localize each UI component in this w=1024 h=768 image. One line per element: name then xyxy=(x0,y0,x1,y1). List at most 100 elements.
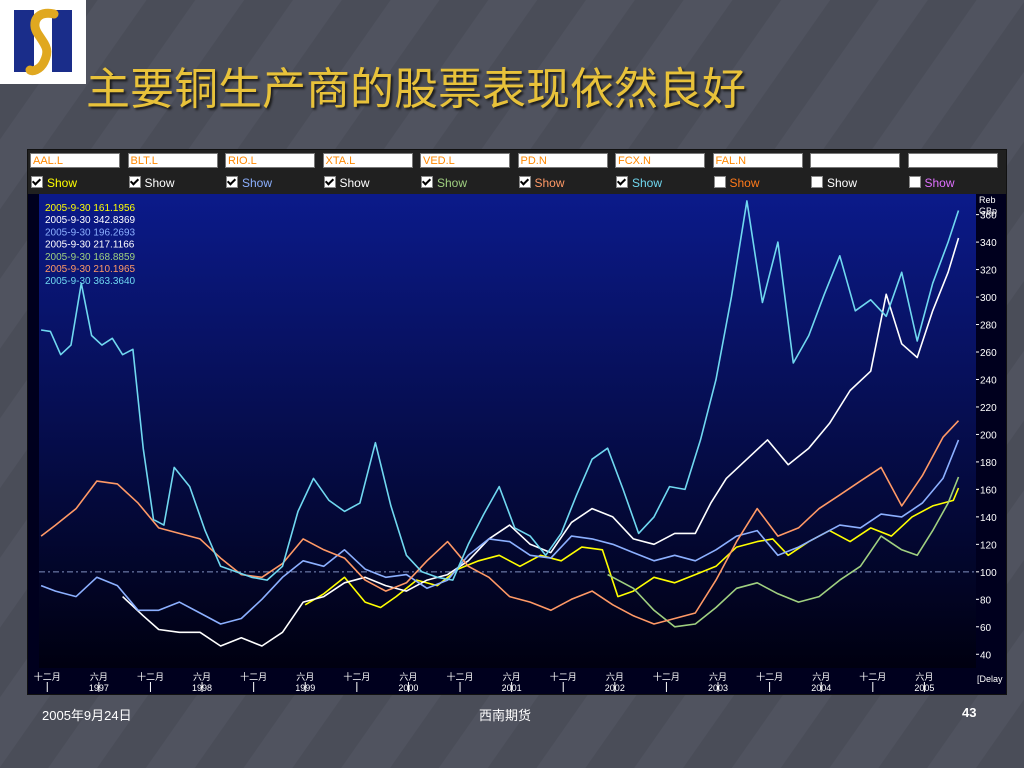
chart-panel: AAL.L Show BLT.L Show RIO.L Show XTA.L Show VED.… xyxy=(27,149,1007,695)
x-tick-label: 十二月 xyxy=(343,671,370,683)
show-checkbox[interactable] xyxy=(518,176,531,188)
show-label: Show xyxy=(534,176,565,190)
ticker-input-7[interactable]: FCX.N xyxy=(615,153,705,168)
ticker-input-6[interactable]: PD.N xyxy=(517,153,608,168)
show-toggle-10[interactable]: Show xyxy=(908,175,955,191)
x-tick-label: 六月 xyxy=(296,671,314,683)
series-line-2 xyxy=(122,237,960,647)
show-checkbox[interactable] xyxy=(323,176,336,188)
ticker-input-9[interactable] xyxy=(810,153,900,168)
y-tick-label: 120 xyxy=(980,540,997,551)
show-toggle-1[interactable]: Show xyxy=(31,175,77,191)
show-toggle-4[interactable]: Show xyxy=(323,175,370,191)
show-label: Show xyxy=(47,176,78,190)
show-checkbox[interactable] xyxy=(616,176,628,188)
x-tick-label: 六月 xyxy=(90,671,108,683)
y-tick-label: 320 xyxy=(980,266,997,277)
x-tick-label: 六月 xyxy=(399,671,417,683)
show-label: Show xyxy=(632,176,663,190)
x-tick-label: 六月 xyxy=(606,671,624,683)
ticker-input-4[interactable]: XTA.L xyxy=(322,153,413,168)
show-checkbox[interactable] xyxy=(811,176,823,188)
company-logo xyxy=(0,0,86,84)
x-tick-label: 十二月 xyxy=(859,671,886,683)
y-tick-label: 60 xyxy=(980,623,992,634)
y-tick-label: 220 xyxy=(980,403,997,414)
slide-title: 主要铜生产商的股票表现依然良好 xyxy=(86,64,746,115)
ticker-input-2[interactable]: BLT.L xyxy=(127,153,218,168)
show-toggle-7[interactable]: Show xyxy=(616,175,662,191)
legend-entry-7: 2005-9-30 363.3640 xyxy=(45,276,136,287)
x-tick-label: 六月 xyxy=(915,671,933,683)
footer-center-text: 西南期货 xyxy=(479,708,532,723)
show-checkbox[interactable] xyxy=(128,176,141,188)
show-label: Show xyxy=(437,176,468,190)
x-tick-label: 十二月 xyxy=(756,671,783,683)
show-toggle-2[interactable]: Show xyxy=(128,175,175,191)
show-label: Show xyxy=(827,176,858,190)
y-tick-label: 200 xyxy=(980,430,997,441)
y-unit-label: Reb xyxy=(979,195,996,205)
delay-label: [Delay xyxy=(977,674,1003,684)
series-line-6 xyxy=(40,200,960,581)
footer-date: 2005年9月24日 xyxy=(42,708,132,723)
y-tick-label: 300 xyxy=(980,293,997,304)
y-tick-label: 140 xyxy=(980,513,997,524)
ticker-input-10[interactable] xyxy=(907,153,998,168)
ticker-input-5[interactable]: VED.L xyxy=(420,153,510,168)
show-toggle-5[interactable]: Show xyxy=(421,175,467,191)
show-label: Show xyxy=(924,176,955,190)
series-line-4 xyxy=(607,476,960,628)
y-tick-label: 180 xyxy=(980,458,997,469)
legend-entry-6: 2005-9-30 210.1965 xyxy=(45,264,136,275)
y-tick-label: 40 xyxy=(980,650,992,661)
show-label: Show xyxy=(242,176,273,190)
show-toggle-3[interactable]: Show xyxy=(226,175,272,191)
x-tick-label: 十二月 xyxy=(653,671,680,683)
series-line-3 xyxy=(40,439,960,625)
show-toggle-9[interactable]: Show xyxy=(811,175,857,191)
x-tick-label: 六月 xyxy=(193,671,211,683)
legend-entry-2: 2005-9-30 342.8369 xyxy=(45,215,136,226)
show-toggle-8[interactable]: Show xyxy=(713,175,760,191)
show-checkbox[interactable] xyxy=(421,176,433,188)
show-checkbox[interactable] xyxy=(31,176,43,188)
y-unit-label: GBp xyxy=(979,206,997,216)
show-checkbox[interactable] xyxy=(908,176,921,188)
ticker-input-3[interactable]: RIO.L xyxy=(225,153,315,168)
legend-entry-5: 2005-9-30 168.8859 xyxy=(45,252,136,263)
ticker-input-8[interactable]: FAL.N xyxy=(712,153,803,168)
x-tick-label: 十二月 xyxy=(137,671,164,683)
show-label: Show xyxy=(144,176,175,190)
y-tick-label: 80 xyxy=(980,595,992,606)
x-tick-label: 十二月 xyxy=(550,671,577,683)
legend-entry-3: 2005-9-30 196.2693 xyxy=(45,227,136,238)
y-tick-label: 280 xyxy=(980,321,997,332)
x-tick-label: 十二月 xyxy=(34,671,61,683)
y-tick-label: 360 xyxy=(980,211,997,222)
y-tick-label: 340 xyxy=(980,238,997,249)
show-checkbox[interactable] xyxy=(226,176,238,188)
ticker-input-1[interactable]: AAL.L xyxy=(30,153,120,168)
x-tick-label: 六月 xyxy=(709,671,727,683)
x-axis-band xyxy=(28,668,1006,694)
x-tick-label: 六月 xyxy=(503,671,521,683)
page-number: 43 xyxy=(962,705,977,720)
legend-entry-4: 2005-9-30 217.1166 xyxy=(45,240,135,251)
series-line-5 xyxy=(40,420,960,625)
show-label: Show xyxy=(339,176,370,190)
plot-area xyxy=(39,194,976,668)
show-toggle-6[interactable]: Show xyxy=(518,175,565,191)
y-tick-label: 260 xyxy=(980,348,997,359)
x-tick-label: 六月 xyxy=(812,671,830,683)
show-label: Show xyxy=(729,176,760,190)
legend-entry-1: 2005-9-30 161.1956 xyxy=(45,203,136,214)
x-tick-label: 十二月 xyxy=(240,671,267,683)
show-checkbox[interactable] xyxy=(713,176,726,188)
y-tick-label: 240 xyxy=(980,375,997,386)
x-tick-label: 十二月 xyxy=(447,671,474,683)
y-tick-label: 100 xyxy=(980,568,997,579)
y-tick-label: 160 xyxy=(980,485,997,496)
ticker-bar: AAL.L Show BLT.L Show RIO.L Show XTA.L Show VED.… xyxy=(28,150,1006,194)
